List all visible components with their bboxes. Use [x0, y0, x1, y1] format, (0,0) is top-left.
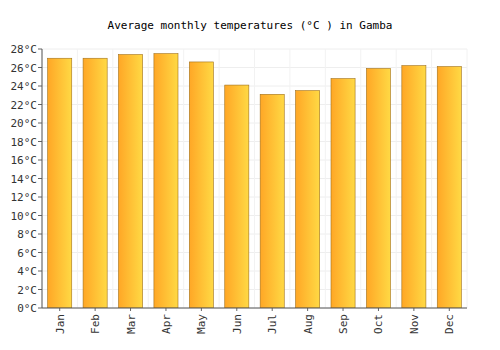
grid-line-vertical	[360, 49, 361, 308]
bar	[189, 62, 213, 308]
grid-line-vertical	[219, 49, 220, 308]
y-tick-label: 6°C	[17, 247, 37, 260]
x-tick-label: Aug	[302, 314, 315, 334]
y-tick	[38, 86, 42, 87]
y-tick-label: 24°C	[11, 80, 38, 93]
bar	[119, 55, 143, 308]
bar	[225, 85, 249, 308]
y-tick-label: 18°C	[11, 136, 38, 149]
y-tick-label: 20°C	[11, 117, 38, 130]
y-tick-label: 16°C	[11, 154, 38, 167]
y-tick	[38, 271, 42, 272]
bar	[296, 91, 320, 308]
y-tick	[38, 289, 42, 290]
y-tick-label: 22°C	[11, 99, 38, 112]
bar	[402, 66, 426, 308]
y-tick	[38, 234, 42, 235]
grid-line	[42, 308, 467, 309]
title: Average monthly temperatures (°C ) in Ga…	[108, 19, 393, 32]
y-tick	[38, 215, 42, 216]
grid-line-vertical	[325, 49, 326, 308]
y-tick-label: 28°C	[11, 43, 38, 56]
grid-line-vertical	[112, 49, 113, 308]
grid-line-vertical	[254, 49, 255, 308]
x-tick-label: Apr	[160, 314, 173, 334]
bar	[331, 79, 355, 308]
grid-line-vertical	[431, 49, 432, 308]
y-tick-label: 10°C	[11, 210, 38, 223]
chart-container: Average monthly temperatures (°C ) in Ga…	[0, 0, 500, 350]
y-tick	[38, 252, 42, 253]
y-tick-label: 12°C	[11, 191, 38, 204]
bar	[154, 54, 178, 308]
x-tick-label: Jul	[266, 314, 279, 334]
bar	[48, 58, 72, 308]
x-tick-label: Nov	[408, 314, 421, 334]
x-tick-label: Feb	[89, 314, 102, 334]
grid	[42, 49, 467, 308]
grid-line-vertical	[289, 49, 290, 308]
bar	[260, 94, 284, 308]
y-tick-label: 0°C	[17, 302, 37, 315]
grid-line-vertical	[42, 49, 43, 308]
y-tick-label: 8°C	[17, 228, 37, 241]
x-tick-label: Oct	[372, 314, 385, 334]
grid-line-vertical	[183, 49, 184, 308]
y-tick-label: 26°C	[11, 62, 38, 75]
y-tick	[38, 178, 42, 179]
y-tick	[38, 67, 42, 68]
x-tick-label: Jun	[231, 314, 244, 334]
x-tick-label: Jan	[54, 314, 67, 334]
bar	[366, 68, 390, 308]
x-axis	[42, 308, 467, 309]
x-tick-label: Mar	[125, 314, 138, 334]
bar	[83, 58, 107, 308]
y-tick	[38, 160, 42, 161]
y-tick-label: 4°C	[17, 265, 37, 278]
y-tick	[38, 308, 42, 309]
y-tick	[38, 49, 42, 50]
bar	[437, 67, 461, 308]
grid-line-vertical	[467, 49, 468, 308]
y-tick	[38, 123, 42, 124]
x-tick-label: May	[195, 314, 208, 334]
y-tick-label: 2°C	[17, 284, 37, 297]
y-axis	[42, 49, 43, 308]
x-tick-label: Sep	[337, 314, 350, 334]
y-tick	[38, 104, 42, 105]
y-tick	[38, 197, 42, 198]
y-tick	[38, 141, 42, 142]
bars	[48, 54, 462, 308]
grid-line-vertical	[148, 49, 149, 308]
y-tick-label: 14°C	[11, 173, 38, 186]
grid-line-vertical	[77, 49, 78, 308]
grid-line-vertical	[396, 49, 397, 308]
x-tick-label: Dec	[443, 314, 456, 334]
chart-svg: Average monthly temperatures (°C ) in Ga…	[0, 0, 500, 350]
